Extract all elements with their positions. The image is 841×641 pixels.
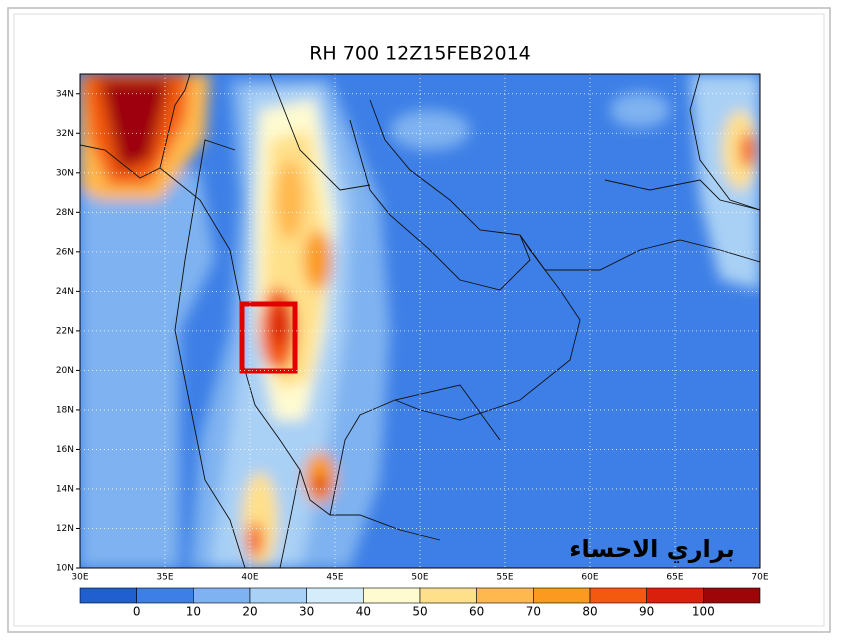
y-tick-label: 22N <box>56 326 74 336</box>
y-tick-label: 14N <box>56 484 74 494</box>
colorbar-swatch <box>419 587 477 604</box>
x-tick-label: 35E <box>156 573 173 583</box>
y-tick-label: 24N <box>56 287 74 297</box>
frame-inner <box>13 13 825 627</box>
y-tick-label: 12N <box>56 524 74 534</box>
colorbar-swatch <box>193 587 251 604</box>
colorbar-swatch <box>533 587 591 604</box>
colorbar-label: 60 <box>469 605 484 619</box>
colorbar-label: 90 <box>639 605 654 619</box>
colorbar-swatch <box>589 587 647 604</box>
plot-border <box>79 73 761 569</box>
y-tick-label: 10N <box>56 564 74 574</box>
colorbar-swatch <box>703 587 761 604</box>
colorbar-label: 80 <box>582 605 597 619</box>
colorbar-swatch <box>646 587 704 604</box>
highlight-box <box>239 301 298 374</box>
colorbar: 0 10 20 30 40 50 60 70 80 90 100 <box>79 587 761 619</box>
y-tick-label: 28N <box>56 208 74 218</box>
y-tick-label: 32N <box>56 129 74 139</box>
x-tick-label: 40E <box>241 573 258 583</box>
rh-field <box>80 74 760 568</box>
colorbar-label: 40 <box>356 605 371 619</box>
colorbar-swatch <box>249 587 307 604</box>
colorbar-label: 100 <box>692 605 715 619</box>
x-tick-label: 70E <box>751 573 768 583</box>
y-tick-label: 20N <box>56 366 74 376</box>
y-tick-label: 18N <box>56 405 74 415</box>
y-tick-label: 34N <box>56 89 74 99</box>
y-tick-label: 16N <box>56 445 74 455</box>
colorbar-swatch <box>476 587 534 604</box>
colorbar-swatch <box>306 587 364 604</box>
colorbar-label: 50 <box>412 605 427 619</box>
colorbar-label: 10 <box>186 605 201 619</box>
x-tick-label: 45E <box>326 573 343 583</box>
colorbar-label: 70 <box>526 605 541 619</box>
colorbar-label: 20 <box>242 605 257 619</box>
x-tick-label: 50E <box>411 573 428 583</box>
watermark: براري الاحساء <box>569 535 734 563</box>
colorbar-label: 30 <box>299 605 314 619</box>
y-tick-label: 26N <box>56 247 74 257</box>
colorbar-swatch <box>136 587 194 604</box>
x-tick-label: 30E <box>71 573 88 583</box>
x-tick-label: 60E <box>581 573 598 583</box>
colorbar-label: 0 <box>133 605 141 619</box>
colorbar-swatch <box>79 587 137 604</box>
x-tick-label: 65E <box>666 573 683 583</box>
colorbar-swatch <box>363 587 421 604</box>
grid: 30E 35E 40E 45E 50E 55E 60E 65E 70E 10N 12N 14N 16N 1… <box>56 74 769 583</box>
x-tick-label: 55E <box>496 573 513 583</box>
coastlines <box>80 74 760 568</box>
y-tick-label: 30N <box>56 168 74 178</box>
map-title: RH 700 12Z15FEB2014 <box>309 43 531 65</box>
